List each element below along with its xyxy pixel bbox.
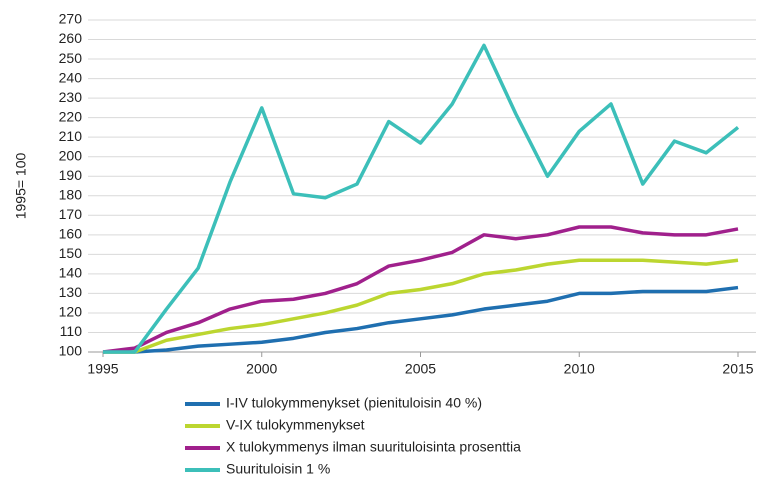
y-tick-label: 110 <box>60 323 83 339</box>
x-tick-label: 2005 <box>405 361 436 377</box>
y-tick-label: 150 <box>59 245 83 261</box>
y-tick-label: 240 <box>59 69 83 85</box>
y-tick-label: 270 <box>59 11 83 27</box>
y-axis-label: 1995= 100 <box>13 153 29 220</box>
series-line <box>103 285 739 354</box>
x-tick-label: 1995 <box>87 361 118 377</box>
y-tick-label: 130 <box>59 284 83 300</box>
y-tick-label: 230 <box>59 89 83 105</box>
y-tick-label: 170 <box>59 206 83 222</box>
y-tick-label: 250 <box>59 50 83 66</box>
y-tick-label: 100 <box>59 343 83 359</box>
legend-label: X tulokymmenys ilman suurituloisinta pro… <box>226 439 521 455</box>
series-line <box>102 225 739 354</box>
y-tick-label: 200 <box>59 147 83 163</box>
y-tick-label: 260 <box>59 30 83 46</box>
y-tick-label: 220 <box>59 108 83 124</box>
y-tick-label: 180 <box>59 186 83 202</box>
legend-label: V-IX tulokymmenykset <box>226 417 365 433</box>
legend-label: Suurituloisin 1 % <box>226 461 330 477</box>
y-tick-label: 160 <box>59 226 83 242</box>
legend-label: I-IV tulokymmenykset (pienituloisin 40 %… <box>226 395 482 411</box>
y-tick-label: 210 <box>59 128 83 144</box>
x-tick-label: 2000 <box>246 361 277 377</box>
series-line <box>103 43 740 354</box>
x-tick-label: 2015 <box>722 361 753 377</box>
x-tick-label: 2010 <box>564 361 595 377</box>
y-tick-label: 140 <box>59 265 83 281</box>
series-line <box>103 258 739 354</box>
y-tick-label: 190 <box>59 167 83 183</box>
y-tick-label: 120 <box>59 304 83 320</box>
